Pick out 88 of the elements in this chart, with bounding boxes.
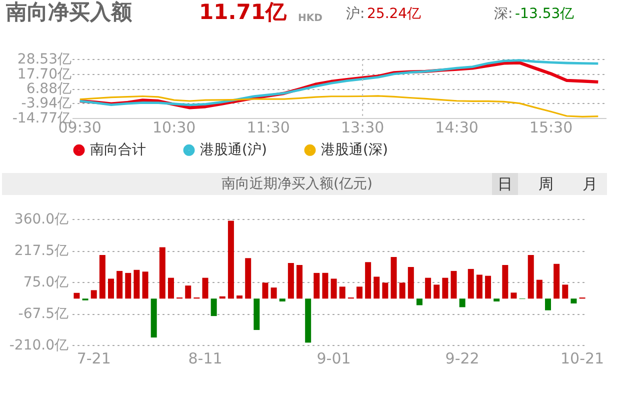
x-tick-label: 13:30 [340, 118, 384, 136]
bar [296, 264, 303, 299]
bar [314, 272, 320, 299]
bar [374, 276, 380, 299]
bar [90, 290, 97, 299]
bar [510, 292, 517, 299]
bar [270, 288, 277, 299]
text: 25.24亿 [367, 6, 422, 22]
x-tick-label: 10-21 [560, 350, 604, 368]
bar [262, 282, 268, 299]
legend-label: 南向合计 [90, 142, 146, 158]
x-tick-label: 8-11 [188, 350, 222, 368]
x-tick-label: 10:30 [152, 118, 196, 136]
bar [502, 264, 508, 299]
bar [185, 286, 192, 299]
bar [202, 278, 208, 299]
bar [74, 292, 80, 299]
bar [150, 298, 157, 338]
text: 周 [538, 175, 554, 193]
text: -13.53亿 [515, 6, 574, 22]
bar [210, 298, 217, 316]
y-tick-label: -67.5亿 [18, 306, 68, 322]
bar [554, 264, 560, 299]
y-tick-label: -210.0亿 [9, 338, 68, 354]
text: 深: [494, 6, 513, 22]
bar [416, 298, 422, 306]
bar [450, 270, 457, 299]
y-tick-label: 75.0亿 [23, 274, 68, 290]
x-tick-label: 11:30 [246, 118, 290, 136]
bar [399, 282, 406, 299]
bar [288, 262, 294, 299]
x-tick-label: 9-22 [445, 350, 480, 368]
bar [125, 272, 132, 299]
chart-title: 南向净买入额 [5, 0, 133, 24]
bar [330, 278, 337, 299]
text: HKD [298, 13, 322, 24]
y-tick-label: -3.94亿 [21, 96, 72, 112]
bar [236, 295, 243, 299]
bar [322, 272, 328, 299]
bar [570, 298, 577, 304]
bar [254, 298, 260, 330]
bar [536, 280, 542, 299]
bar [356, 286, 362, 299]
bar [476, 274, 482, 299]
y-tick-label: 17.70亿 [17, 66, 72, 82]
bar [134, 270, 140, 299]
legend-label: 港股通(深) [321, 142, 388, 158]
bar [390, 257, 397, 299]
text: 沪: [346, 6, 365, 22]
bar [434, 284, 440, 299]
bar [382, 282, 388, 299]
bar [442, 278, 448, 299]
bar [425, 278, 432, 299]
bar [99, 255, 106, 299]
text: 11.71亿 [199, 0, 288, 24]
legend-label: 港股通(沪) [200, 142, 267, 158]
x-tick-label: 7-21 [76, 350, 111, 368]
bar [116, 270, 123, 299]
bar [219, 296, 226, 299]
bar [142, 272, 148, 299]
x-tick-label: 9-01 [316, 350, 351, 368]
bar [279, 298, 286, 302]
bar [468, 268, 474, 299]
line-series [79, 95, 599, 118]
y-tick-label: 6.88亿 [26, 81, 72, 97]
chart-title: 南向近期净买入额(亿元) [222, 176, 372, 192]
bar [528, 255, 534, 299]
bar [228, 220, 234, 299]
y-tick-label: 217.5亿 [14, 243, 68, 259]
bar [494, 298, 500, 302]
bar [108, 278, 114, 299]
bar [562, 284, 568, 299]
bar [245, 258, 252, 299]
y-tick-label: 28.53亿 [17, 52, 72, 68]
bar [459, 298, 466, 308]
bar [339, 286, 346, 299]
text: 日 [498, 175, 512, 193]
x-tick-label: 14:30 [435, 118, 478, 136]
bar [408, 266, 414, 299]
bar [159, 247, 166, 299]
bar [168, 278, 174, 299]
bar [365, 262, 372, 299]
bar [305, 298, 312, 343]
bar [545, 298, 552, 310]
x-tick-label: 15:30 [529, 118, 573, 136]
text: 月 [582, 175, 598, 193]
bar [485, 276, 492, 299]
y-tick-label: 360.0亿 [14, 212, 68, 228]
